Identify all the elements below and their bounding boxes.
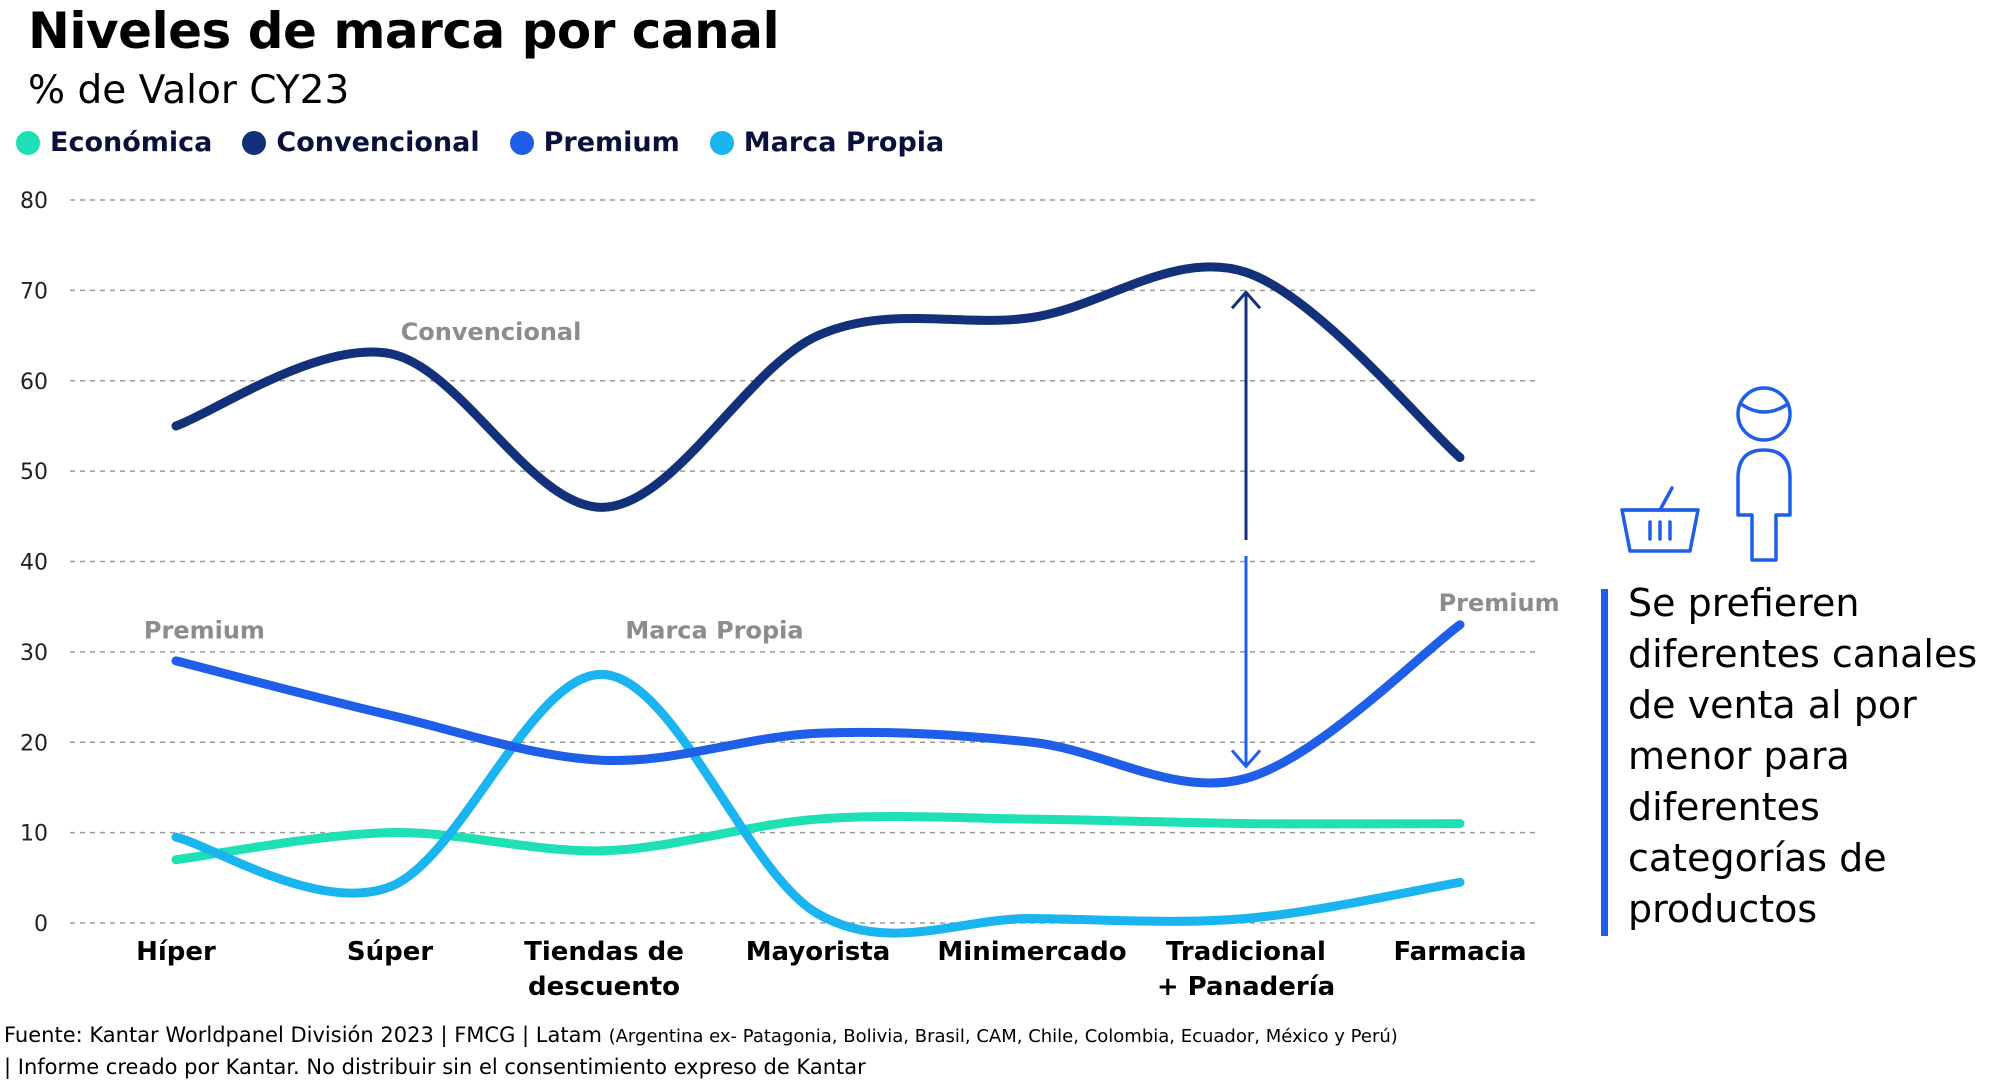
legend-dot-premium	[509, 130, 534, 155]
x-tick-label: Minimercado	[937, 937, 1126, 967]
footer-source-main: Fuente: Kantar Worldpanel División 2023 …	[4, 1023, 609, 1047]
x-tick-label: Tradicional	[1166, 937, 1326, 967]
annotation-label: Marca Propia	[625, 616, 803, 644]
series-line-marca-propia	[171, 669, 1465, 938]
legend: Económica Convencional Premium Marca Pro…	[16, 127, 960, 158]
x-tick-label: + Panadería	[1157, 972, 1335, 1002]
y-tick-label: 70	[20, 279, 48, 304]
legend-label: Marca Propia	[743, 127, 945, 158]
y-tick-label: 80	[20, 189, 48, 214]
series-lines	[171, 262, 1465, 938]
x-tick-label: Mayorista	[746, 937, 891, 967]
footer-source-countries: (Argentina ex- Patagonia, Bolivia, Brasi…	[608, 1026, 1398, 1047]
footer-line-2: | Informe creado por Kantar. No distribu…	[4, 1055, 866, 1079]
y-tick-label: 10	[20, 822, 48, 847]
x-tick-label: Híper	[136, 937, 216, 967]
side-note: Se prefieren diferentes canales de venta…	[1628, 581, 1978, 931]
series-line-economica	[171, 812, 1465, 865]
arrow-head-down	[1230, 749, 1262, 769]
legend-label: Premium	[543, 127, 680, 158]
legend-item-marca-propia: Marca Propia	[709, 127, 945, 158]
legend-item-convencional: Convencional	[242, 127, 480, 158]
x-axis-ticks: Híper Súper Tiendas de descuento Mayorista Mi…	[136, 937, 1526, 1002]
legend-dot-economica	[16, 130, 40, 155]
y-tick-label: 40	[20, 551, 48, 576]
legend-label: Convencional	[276, 127, 480, 158]
gap-arrow	[1230, 290, 1262, 769]
annotation-label: Premium	[144, 616, 265, 644]
x-tick-label: descuento	[528, 972, 680, 1002]
arrow-head-up	[1230, 290, 1262, 310]
shopper-icon	[1736, 386, 1792, 562]
y-tick-label: 20	[20, 731, 48, 756]
y-tick-label: 60	[20, 370, 48, 395]
annotation-label: Convencional	[401, 318, 582, 346]
legend-item-economica: Económica	[16, 127, 212, 158]
y-tick-label: 50	[20, 460, 48, 485]
annotations: Convencional Premium Marca Propia Premium	[144, 318, 1560, 644]
footer-line-1: Fuente: Kantar Worldpanel División 2023 …	[4, 1020, 1398, 1052]
series-line-premium	[171, 620, 1465, 788]
x-tick-label: Tiendas de	[524, 937, 684, 967]
chart-subtitle: % de Valor CY23	[28, 68, 350, 113]
basket-icon	[1620, 486, 1700, 553]
annotation-label: Premium	[1439, 589, 1560, 617]
y-axis-ticks: 0 10 20 30 40 50 60 70 80	[20, 189, 48, 937]
series-line-convencional	[171, 262, 1465, 512]
legend-item-premium: Premium	[509, 127, 680, 158]
y-tick-label: 30	[20, 641, 48, 666]
legend-dot-marca-propia	[709, 130, 734, 155]
side-note-accent-bar	[1601, 589, 1608, 936]
legend-label: Económica	[50, 127, 213, 158]
legend-dot-convencional	[242, 130, 267, 155]
y-tick-label: 0	[34, 912, 48, 937]
grid-lines	[70, 199, 1540, 924]
chart-title: Niveles de marca por canal	[28, 2, 780, 60]
x-tick-label: Súper	[347, 937, 433, 967]
x-tick-label: Farmacia	[1393, 937, 1526, 967]
